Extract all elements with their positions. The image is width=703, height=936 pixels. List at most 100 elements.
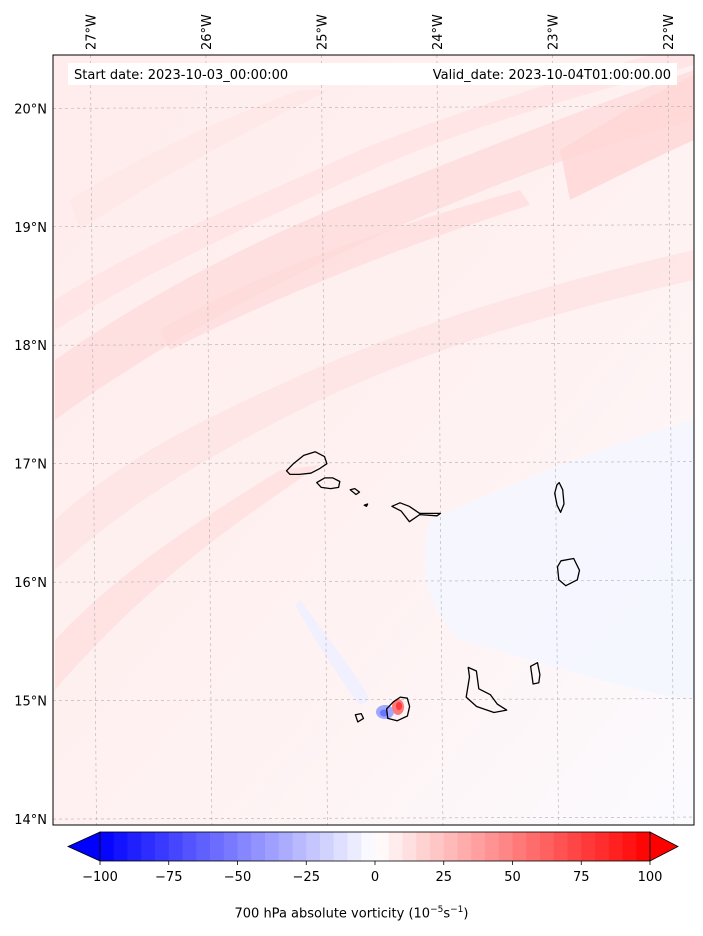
colorbar-tick-label: 75 bbox=[573, 870, 590, 885]
colorbar-segment bbox=[608, 832, 623, 861]
longitude-tick-label: 26°W bbox=[200, 14, 215, 50]
start-date-label: Start date: 2023-10-03_00:00:00 bbox=[74, 68, 288, 83]
colorbar-segment bbox=[278, 832, 293, 861]
colorbar-segment bbox=[141, 832, 156, 861]
meridian-gridline bbox=[552, 55, 559, 825]
colorbar-segment bbox=[416, 832, 431, 861]
latitude-tick-label: 17°N bbox=[14, 458, 47, 473]
meridian-gridline bbox=[205, 55, 213, 825]
colorbar-segment bbox=[100, 832, 115, 861]
vorticity-band bbox=[160, 190, 530, 350]
colorbar-segment bbox=[113, 832, 128, 861]
colorbar-title: 700 hPa absolute vorticity (10−5s−1) bbox=[0, 905, 703, 921]
colorbar-segment bbox=[223, 832, 238, 861]
parallel-gridline bbox=[53, 106, 694, 109]
island-coastline bbox=[316, 477, 341, 490]
latitude-tick-label: 16°N bbox=[14, 576, 47, 591]
colorbar bbox=[67, 831, 679, 862]
colorbar-extend-max bbox=[649, 831, 679, 862]
colorbar-segment bbox=[553, 832, 568, 861]
colorbar-segment bbox=[471, 832, 486, 861]
longitude-tick-label: 23°W bbox=[546, 14, 561, 50]
colorbar-title-main: 700 hPa absolute vorticity (10 bbox=[234, 906, 431, 922]
colorbar-segment bbox=[540, 832, 555, 861]
colorbar-segment bbox=[526, 832, 541, 861]
info-box bbox=[68, 63, 677, 85]
parallel-gridline bbox=[53, 579, 694, 583]
colorbar-segment bbox=[210, 832, 225, 861]
island-coastline bbox=[529, 662, 541, 685]
latitude-tick-label: 15°N bbox=[14, 695, 47, 710]
coastlines bbox=[285, 451, 581, 723]
latitude-tick-label: 18°N bbox=[14, 339, 47, 354]
negative-vorticity-area bbox=[424, 420, 694, 700]
longitude-tick-label: 22°W bbox=[662, 14, 677, 50]
vorticity-field bbox=[53, 55, 694, 825]
colorbar-tick-label: 25 bbox=[435, 870, 452, 885]
map-frame bbox=[52, 54, 695, 826]
parallel-gridline bbox=[53, 342, 694, 346]
vorticity-band bbox=[55, 70, 694, 420]
colorbar-segment bbox=[251, 832, 266, 861]
colorbar-title-exponent-2: −1 bbox=[450, 905, 464, 915]
colorbar-segment bbox=[430, 832, 445, 861]
colorbar-segment bbox=[333, 832, 348, 861]
island-coastline bbox=[349, 487, 361, 496]
colorbar-segment bbox=[361, 832, 376, 861]
colorbar-tick-labels: −100 −75 −50 −25 0 25 50 75 100 bbox=[82, 861, 662, 885]
colorbar-segment bbox=[595, 832, 610, 861]
colorbar-segment bbox=[512, 832, 527, 861]
meridian-gridline bbox=[436, 55, 444, 825]
colorbar-segment bbox=[320, 832, 335, 861]
latitude-tick-label: 20°N bbox=[14, 102, 47, 117]
colorbar-extend-min bbox=[67, 831, 101, 862]
parallel-gridline bbox=[53, 698, 694, 701]
longitude-tick-labels: 27°W 26°W 25°W 24°W 23°W 22°W bbox=[84, 14, 676, 50]
island-coastline bbox=[385, 696, 411, 722]
latitude-tick-label: 14°N bbox=[14, 813, 47, 828]
colorbar-segment bbox=[196, 832, 211, 861]
parallel-gridline bbox=[53, 461, 694, 464]
island-coastline bbox=[285, 451, 328, 476]
colorbar-segment bbox=[127, 832, 142, 861]
colorbar-segment bbox=[485, 832, 500, 861]
colorbar-segment bbox=[306, 832, 321, 861]
parallel-gridline bbox=[53, 816, 694, 820]
colorbar-segment bbox=[237, 832, 252, 861]
latitude-tick-labels: 20°N 19°N 18°N 17°N 16°N 15°N 14°N bbox=[14, 102, 47, 828]
vorticity-band bbox=[55, 250, 694, 570]
vorticity-dipole-negative-core bbox=[380, 709, 388, 717]
island-coastline bbox=[554, 481, 565, 513]
colorbar-title-exponent-1: −5 bbox=[430, 905, 444, 915]
colorbar-segment bbox=[292, 832, 307, 861]
colorbar-segment bbox=[265, 832, 280, 861]
island-coastline bbox=[556, 557, 581, 587]
colorbar-segment bbox=[388, 832, 403, 861]
meridian-gridline bbox=[90, 55, 97, 825]
colorbar-segment bbox=[402, 832, 417, 861]
longitude-tick-label: 24°W bbox=[431, 14, 446, 50]
island-coastline bbox=[354, 712, 365, 723]
colorbar-tick-label: −100 bbox=[82, 870, 118, 885]
colorbar-segment bbox=[347, 832, 362, 861]
island-coastline bbox=[363, 503, 369, 507]
colorbar-segment bbox=[155, 832, 170, 861]
vorticity-band bbox=[70, 90, 330, 230]
vorticity-dipole-positive-core bbox=[396, 702, 402, 710]
colorbar-segment bbox=[622, 832, 637, 861]
colorbar-segment bbox=[457, 832, 472, 861]
gridlines bbox=[53, 55, 694, 825]
parallel-gridline bbox=[53, 224, 694, 228]
longitude-tick-label: 27°W bbox=[84, 14, 99, 50]
valid-date-label: Valid_date: 2023-10-04T01:00:00.00 bbox=[433, 68, 671, 83]
colorbar-segment bbox=[498, 832, 513, 861]
colorbar-segment bbox=[636, 832, 651, 861]
meridian-gridline bbox=[667, 55, 675, 825]
colorbar-tick-label: −75 bbox=[155, 870, 182, 885]
island-coastline bbox=[465, 666, 508, 714]
colorbar-tick-label: 50 bbox=[504, 870, 521, 885]
colorbar-segment bbox=[168, 832, 183, 861]
colorbar-segment bbox=[581, 832, 596, 861]
colorbar-tick-label: −50 bbox=[224, 870, 251, 885]
